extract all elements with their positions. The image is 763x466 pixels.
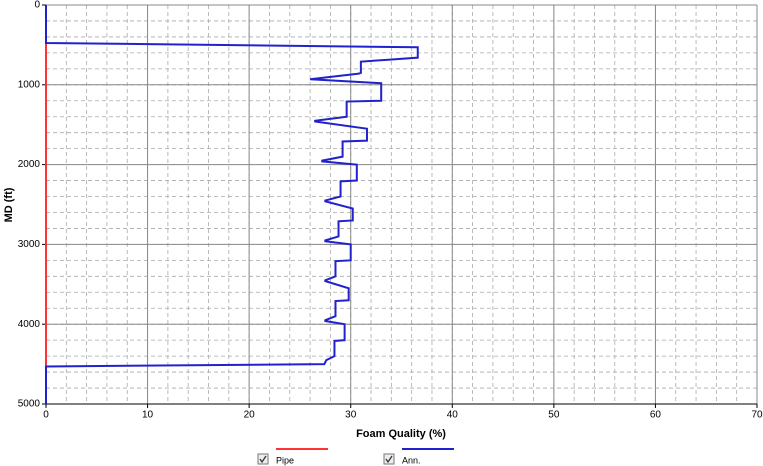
y-tick-label: 4000 bbox=[18, 319, 41, 330]
plot-area bbox=[46, 5, 757, 404]
y-tick-label: 2000 bbox=[18, 159, 41, 170]
x-tick-label: 50 bbox=[548, 410, 560, 421]
checkmark bbox=[385, 455, 393, 464]
x-tick-label: 30 bbox=[345, 410, 357, 421]
legend-checkbox[interactable] bbox=[383, 453, 395, 465]
x-tick-label: 70 bbox=[751, 410, 763, 421]
series-line bbox=[45, 5, 419, 404]
legend-checkbox[interactable] bbox=[257, 453, 269, 465]
y-axis-label: MD (ft) bbox=[3, 187, 15, 222]
x-tick-label: 0 bbox=[43, 410, 49, 421]
x-tick-label: 60 bbox=[650, 410, 662, 421]
y-tick-label: 0 bbox=[34, 0, 40, 11]
y-tick-label: 3000 bbox=[18, 239, 41, 250]
y-tick-label: 1000 bbox=[18, 79, 41, 90]
x-tick-label: 10 bbox=[142, 410, 154, 421]
x-tick-label: 20 bbox=[244, 410, 256, 421]
legend-label: Ann. bbox=[402, 455, 421, 465]
checkmark bbox=[259, 455, 267, 464]
x-axis-label: Foam Quality (%) bbox=[356, 428, 446, 440]
y-tick-label: 5000 bbox=[18, 399, 41, 410]
x-tick-label: 40 bbox=[447, 410, 459, 421]
legend-label: Pipe bbox=[276, 455, 294, 465]
